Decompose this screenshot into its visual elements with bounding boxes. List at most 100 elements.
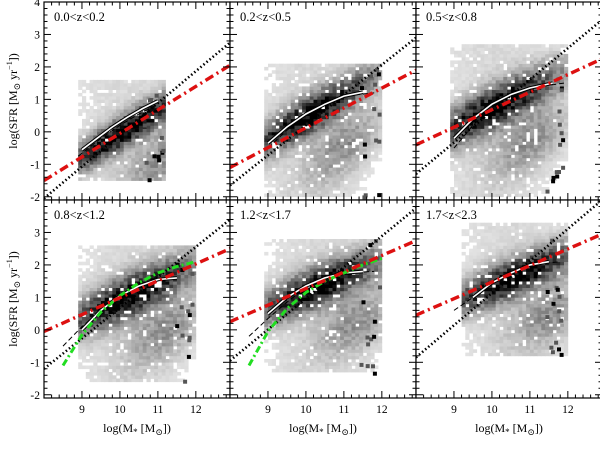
density-cell — [78, 294, 83, 298]
density-cell — [97, 284, 102, 288]
density-cell — [165, 323, 170, 327]
density-cell — [97, 131, 102, 136]
density-cell — [469, 180, 474, 185]
density-cell — [188, 281, 193, 285]
density-cell — [192, 346, 197, 350]
density-cell — [119, 151, 125, 155]
density-cell — [279, 313, 284, 318]
density-cell — [526, 193, 531, 198]
density-cell — [302, 180, 307, 185]
density-cell — [264, 242, 269, 246]
density-cell — [526, 83, 531, 87]
density-cell — [461, 157, 466, 162]
density-cell — [378, 131, 383, 136]
density-cell — [491, 190, 497, 194]
density-cell — [370, 79, 375, 84]
density-cell — [359, 92, 364, 97]
density-cell — [321, 115, 326, 120]
density-cell — [188, 323, 193, 327]
density-cell — [465, 112, 470, 116]
density-cell — [514, 115, 519, 120]
density-cell — [298, 151, 303, 155]
density-cell — [294, 105, 299, 110]
density-cell — [302, 154, 307, 159]
density-cell — [522, 102, 527, 107]
density-cell — [332, 92, 337, 97]
density-cell — [503, 57, 508, 61]
density-cell — [529, 92, 535, 97]
density-cell — [507, 50, 512, 55]
density-cell — [286, 112, 292, 116]
density-cell — [104, 300, 109, 305]
density-cell — [100, 359, 106, 363]
density-cell — [302, 79, 307, 84]
density-cell — [454, 105, 459, 110]
density-cell — [298, 161, 303, 165]
density-cell — [112, 365, 117, 370]
density-cell — [176, 352, 182, 357]
density-cell — [82, 297, 87, 301]
density-cell — [537, 141, 542, 146]
density-cell — [154, 300, 159, 305]
density-cell — [112, 79, 117, 84]
density-cell — [89, 161, 94, 165]
density-cell — [264, 151, 269, 155]
density-cell — [127, 274, 132, 279]
density-cell — [192, 294, 197, 298]
density-cell — [286, 89, 292, 94]
density-cell — [324, 109, 330, 113]
density-cell — [488, 190, 493, 194]
density-cell — [564, 125, 569, 129]
density-cell — [541, 122, 546, 126]
density-cell — [78, 170, 83, 175]
density-cell — [279, 174, 284, 178]
density-cell — [461, 70, 466, 74]
density-cell — [142, 274, 147, 279]
density-cell — [104, 92, 109, 97]
density-cell — [324, 157, 330, 162]
density-cell — [548, 89, 554, 94]
density-cell — [510, 89, 516, 94]
density-cell — [180, 281, 185, 285]
density-cell — [548, 148, 554, 152]
density-cell — [127, 378, 132, 383]
density-cell — [552, 164, 557, 168]
density-cell — [169, 342, 174, 347]
density-cell — [347, 63, 352, 68]
density-cell — [450, 115, 455, 120]
density-cell — [283, 174, 288, 178]
density-cell — [495, 177, 500, 181]
density-cell — [495, 50, 500, 55]
density-cell — [290, 157, 295, 162]
density-cell — [271, 297, 276, 301]
density-cell — [495, 76, 500, 81]
density-cell — [529, 157, 535, 162]
density-cell — [351, 167, 356, 172]
density-cell — [286, 251, 292, 256]
density-cell — [138, 112, 144, 116]
density-cell — [275, 86, 280, 90]
density-cell — [328, 161, 333, 165]
density-cell — [564, 60, 569, 64]
density-cell — [378, 102, 383, 107]
density-cell — [305, 141, 311, 146]
density-cell — [510, 180, 516, 185]
density-cell — [271, 109, 276, 113]
density-cell — [264, 174, 269, 178]
density-cell — [150, 326, 155, 331]
density-cell — [495, 190, 500, 194]
density-cell — [461, 79, 466, 84]
density-cell — [157, 83, 163, 87]
density-cell — [104, 174, 109, 178]
density-cell — [123, 170, 128, 175]
density-cell — [169, 378, 174, 383]
density-cell — [123, 164, 128, 168]
density-cell — [503, 60, 508, 64]
density-cell — [457, 70, 462, 74]
density-cell — [123, 323, 128, 327]
density-cell — [317, 76, 322, 81]
density-cell — [127, 307, 132, 311]
density-cell — [370, 170, 375, 175]
density-cell — [97, 355, 102, 360]
density-cell — [142, 300, 147, 305]
